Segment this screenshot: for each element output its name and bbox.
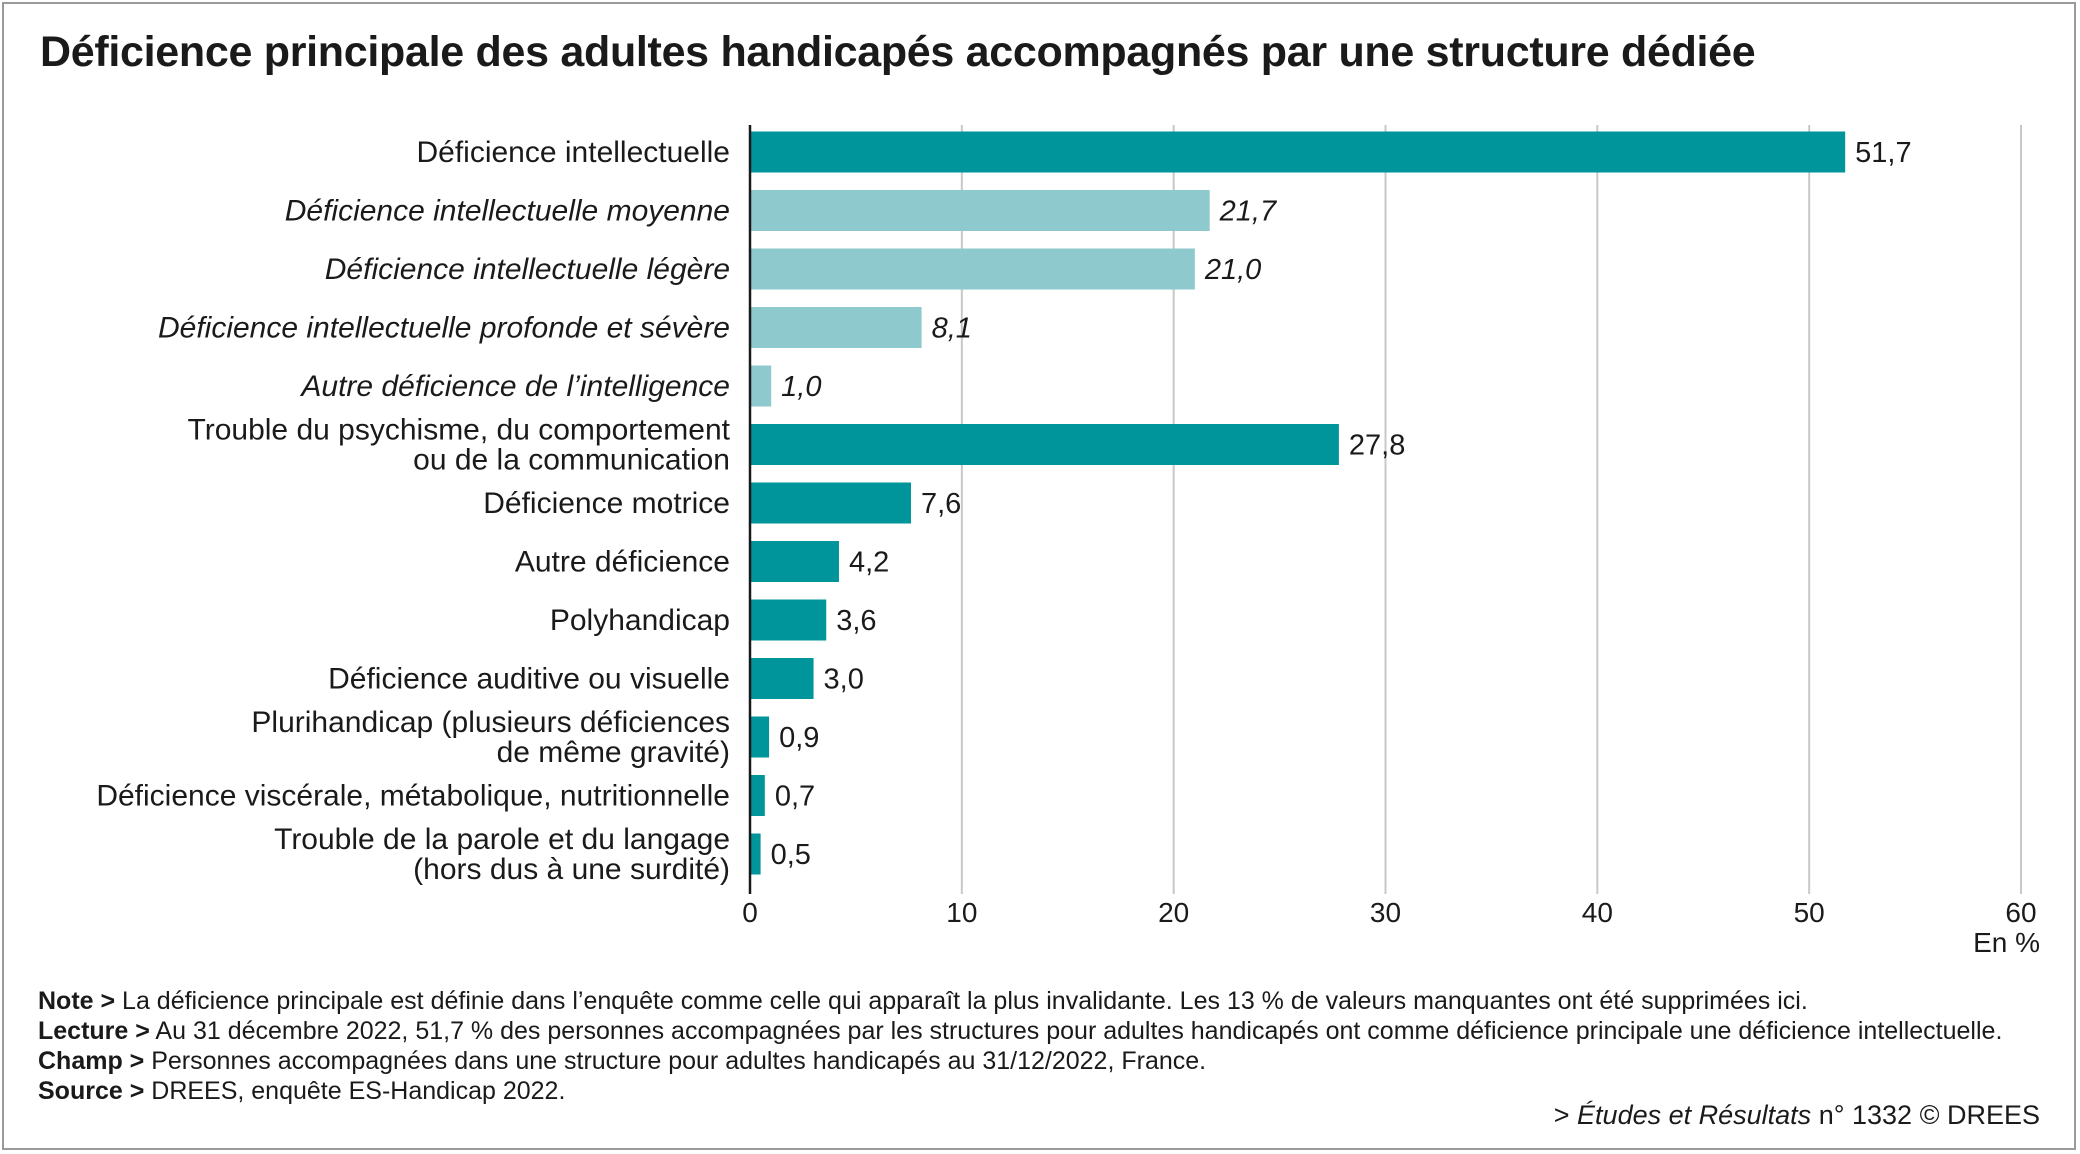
category-label: Déficience intellectuelle moyenne: [285, 195, 730, 228]
x-tick-label: 50: [1794, 897, 1825, 928]
credit-prefix: >: [1553, 1100, 1578, 1130]
bar: [750, 541, 839, 582]
value-label: 3,0: [824, 664, 864, 696]
category-label: de même gravité): [497, 736, 730, 769]
note-text: La déficience principale est définie dan…: [115, 987, 1808, 1015]
x-tick-label: 10: [946, 897, 977, 928]
category-labels: Déficience intellectuelle Déficience inte…: [96, 136, 730, 886]
category-label: Trouble de la parole et du langage: [274, 823, 730, 856]
bar: [750, 775, 765, 816]
value-label: 0,7: [775, 781, 815, 813]
category-label: Déficience viscérale, métabolique, nutri…: [96, 780, 730, 813]
reading-text: Au 31 décembre 2022, 51,7 % des personne…: [149, 1017, 2003, 1045]
reading-line: Lecture > Au 31 décembre 2022, 51,7 % de…: [38, 1016, 2002, 1046]
bar: [750, 190, 1210, 231]
category-label: Déficience motrice: [483, 487, 730, 520]
bar: [750, 307, 922, 348]
value-label: 1,0: [781, 371, 821, 403]
value-labels: 51,7 21,7 21,0 8,1 1,0 27,8 7,6 4,2 3,6 3,00,9 0,7…: [771, 137, 1912, 871]
credit-publication: Études et Résultats: [1577, 1100, 1812, 1130]
x-tick-label: 0: [742, 897, 758, 928]
bar: [750, 131, 1846, 173]
value-label: 3,6: [836, 605, 876, 637]
value-label: 7,6: [921, 488, 961, 520]
credit-suffix: n° 1332 © DREES: [1811, 1100, 2040, 1130]
category-label: Autre déficience: [515, 546, 730, 579]
note-line: Note > La déficience principale est défi…: [38, 986, 2002, 1016]
gridlines: [960, 125, 2022, 894]
x-tick-label: 40: [1582, 897, 1613, 928]
category-label: Déficience auditive ou visuelle: [328, 663, 730, 696]
bar: [750, 365, 772, 407]
x-axis-unit-label: En %: [1973, 927, 2040, 958]
category-label: Déficience intellectuelle profonde et sé…: [158, 312, 730, 345]
bar: [750, 716, 770, 758]
scope-label: Champ >: [38, 1047, 145, 1075]
value-label: 8,1: [932, 313, 972, 345]
scope-line: Champ > Personnes accompagnées dans une …: [38, 1046, 2002, 1076]
scope-text: Personnes accompagnées dans une structur…: [144, 1047, 1207, 1075]
bars: [750, 131, 1846, 875]
source-line: Source > DREES, enquête ES-Handicap 2022…: [38, 1076, 2002, 1106]
value-label: 21,7: [1219, 196, 1278, 228]
category-label: Autre déficience de l’intelligence: [299, 370, 730, 403]
source-text: DREES, enquête ES-Handicap 2022.: [144, 1077, 566, 1105]
x-tick-label: 60: [2005, 897, 2036, 928]
category-label: Déficience intellectuelle légère: [325, 253, 730, 286]
source-label: Source >: [38, 1077, 145, 1105]
category-label: (hors dus à une surdité): [413, 853, 730, 886]
publication-credit: > Études et Résultats n° 1332 © DREES: [1554, 1100, 2040, 1131]
bar: [750, 424, 1339, 465]
category-label: Polyhandicap: [550, 604, 730, 637]
bar: [750, 482, 911, 524]
value-label: 21,0: [1204, 254, 1261, 286]
bar: [750, 599, 827, 641]
value-label: 27,8: [1349, 430, 1405, 462]
value-label: 51,7: [1855, 137, 1911, 169]
category-label: Plurihandicap (plusieurs déficiences: [251, 706, 730, 739]
category-label: Trouble du psychisme, du comportement: [188, 414, 731, 447]
category-label: Déficience intellectuelle: [416, 136, 730, 169]
x-tick-label: 30: [1370, 897, 1401, 928]
bar: [750, 248, 1195, 290]
value-label: 0,9: [779, 722, 819, 754]
category-label: ou de la communication: [413, 444, 730, 477]
value-label: 4,2: [849, 547, 889, 579]
bar: [750, 833, 761, 875]
bar: [750, 658, 814, 699]
x-tick-label: 20: [1158, 897, 1189, 928]
reading-label: Lecture >: [38, 1017, 150, 1045]
notes-block: Note > La déficience principale est défi…: [38, 986, 2002, 1106]
value-label: 0,5: [771, 839, 811, 871]
note-label: Note >: [38, 987, 116, 1015]
chart-title: Déficience principale des adultes handic…: [40, 28, 1756, 76]
